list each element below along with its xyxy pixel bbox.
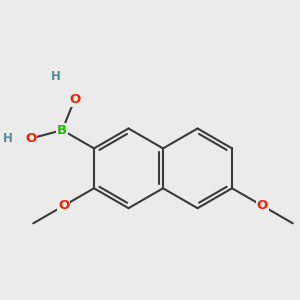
Text: O: O bbox=[25, 132, 36, 145]
Text: O: O bbox=[58, 199, 69, 212]
Text: O: O bbox=[257, 199, 268, 212]
Text: B: B bbox=[57, 124, 67, 136]
Text: H: H bbox=[51, 70, 61, 83]
Text: O: O bbox=[69, 93, 80, 106]
Text: H: H bbox=[3, 132, 13, 145]
